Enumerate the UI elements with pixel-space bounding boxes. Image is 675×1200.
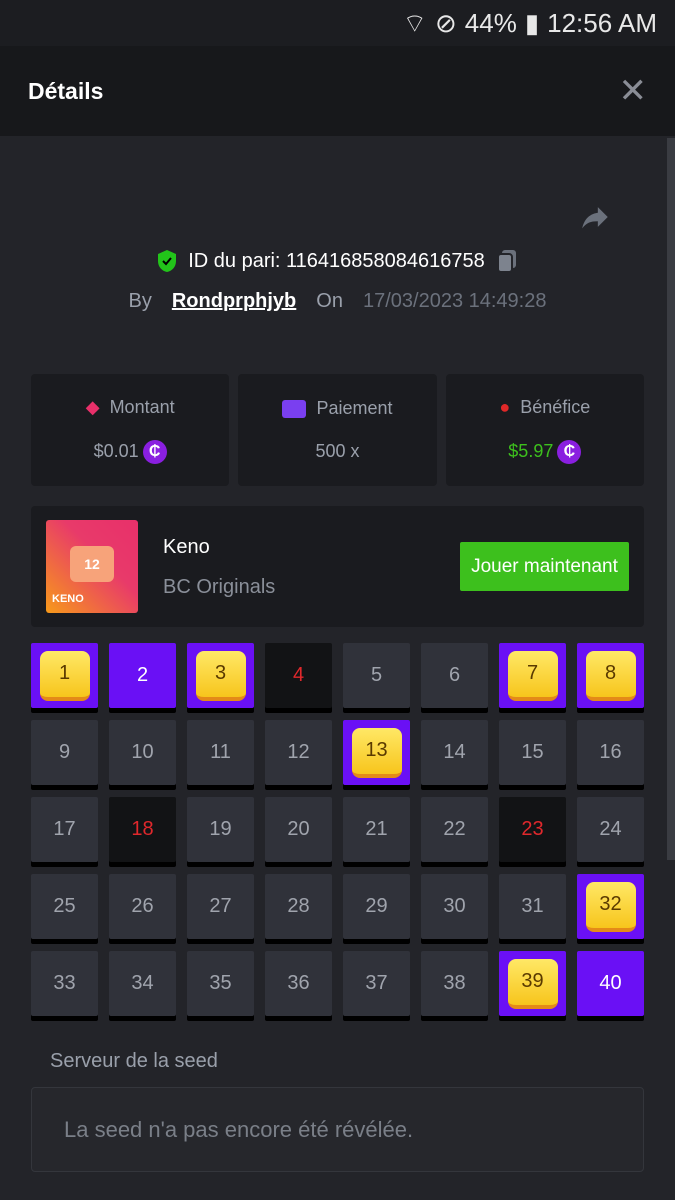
stat-value: 500 x: [315, 441, 360, 461]
keno-tile[interactable]: 36: [265, 951, 332, 1016]
stat-amount: ◆ Montant $0.01 ₵: [31, 374, 230, 486]
copy-icon[interactable]: [495, 248, 519, 274]
seed-value: La seed n'a pas encore été révélée.: [64, 1116, 414, 1142]
keno-tile[interactable]: 12: [265, 720, 332, 785]
keno-tile[interactable]: 28: [265, 874, 332, 939]
keno-tile[interactable]: 26: [109, 874, 176, 939]
stats-row: ◆ Montant $0.01 ₵ Paiement 500 x ● Bénéfice…: [31, 374, 644, 486]
gem-icon: 8: [585, 650, 636, 701]
gem-icon: 1: [39, 650, 90, 701]
profit-hand-icon: ●: [499, 396, 511, 417]
stat-value: $0.01: [93, 441, 139, 461]
keno-tile[interactable]: 13: [343, 720, 410, 785]
keno-tile[interactable]: 14: [421, 720, 488, 785]
coin-icon: ₵: [557, 439, 582, 464]
keno-tile[interactable]: 23: [499, 797, 566, 862]
gem-icon: 3: [195, 650, 246, 701]
gem-icon: 7: [507, 650, 558, 701]
seed-label: Serveur de la seed: [50, 1050, 218, 1072]
bet-id-line: ID du pari: 116416858084616758: [0, 248, 675, 274]
thumb-label: KENO: [52, 593, 84, 605]
do-not-disturb-icon: ⊘: [434, 7, 457, 38]
keno-tile[interactable]: 40: [577, 951, 644, 1016]
keno-tile[interactable]: 4: [265, 643, 332, 708]
stat-label: Bénéfice: [520, 396, 591, 417]
keno-tile[interactable]: 34: [109, 951, 176, 1016]
keno-tile[interactable]: 25: [31, 874, 98, 939]
scrollbar[interactable]: [667, 138, 675, 860]
thumb-gem: 12: [70, 546, 114, 582]
keno-tile[interactable]: 38: [421, 951, 488, 1016]
game-provider: BC Originals: [163, 576, 276, 598]
user-link[interactable]: Rondprphjyb: [171, 290, 297, 312]
page-title: Détails: [28, 77, 104, 104]
bet-byline: By Rondprphjyb On 17/03/2023 14:49:28: [0, 290, 675, 313]
status-bar: ⌔ ⊘ 44% ▮ 12:56 AM: [0, 0, 675, 46]
stat-value: $5.97: [508, 441, 554, 461]
keno-tile[interactable]: 39: [499, 951, 566, 1016]
keno-tile[interactable]: 21: [343, 797, 410, 862]
by-label: By: [128, 290, 152, 312]
keno-tile[interactable]: 8: [577, 643, 644, 708]
keno-tile[interactable]: 16: [577, 720, 644, 785]
keno-tile[interactable]: 29: [343, 874, 410, 939]
gem-icon: 32: [585, 881, 636, 932]
game-card: 12 KENO Keno BC Originals Jouer maintena…: [31, 506, 644, 627]
keno-tile[interactable]: 31: [499, 874, 566, 939]
stat-label: Montant: [109, 396, 175, 417]
game-thumbnail[interactable]: 12 KENO: [46, 520, 138, 613]
keno-tile[interactable]: 9: [31, 720, 98, 785]
keno-tile[interactable]: 24: [577, 797, 644, 862]
stat-profit: ● Bénéfice $5.97 ₵: [445, 374, 644, 486]
keno-tile[interactable]: 27: [187, 874, 254, 939]
keno-tile[interactable]: 7: [499, 643, 566, 708]
keno-tile[interactable]: 37: [343, 951, 410, 1016]
keno-tile[interactable]: 30: [421, 874, 488, 939]
keno-tile[interactable]: 17: [31, 797, 98, 862]
keno-tile[interactable]: 1: [31, 643, 98, 708]
keno-board: 1 2 3 4 5 6 7 8 9 10 11 12 13 14 15 16 17 18 19 20 21 22 23 24 2…: [31, 643, 645, 1016]
card-icon: [282, 399, 307, 418]
keno-tile[interactable]: 18: [109, 797, 176, 862]
keno-tile[interactable]: 10: [109, 720, 176, 785]
seed-field[interactable]: La seed n'a pas encore été révélée.: [31, 1087, 644, 1172]
stat-label: Paiement: [316, 398, 393, 418]
gem-icon: 39: [507, 958, 558, 1009]
keno-tile[interactable]: 15: [499, 720, 566, 785]
battery-percent: 44%: [464, 7, 517, 38]
close-icon[interactable]: ✕: [618, 72, 648, 110]
coin-icon: ₵: [142, 439, 167, 464]
keno-tile[interactable]: 2: [109, 643, 176, 708]
battery-icon: ▮: [524, 7, 540, 38]
wifi-icon: ⌔: [402, 7, 427, 38]
gem-icon: 13: [351, 727, 402, 778]
verified-shield-icon: [158, 250, 177, 272]
on-label: On: [316, 290, 343, 312]
keno-tile[interactable]: 3: [187, 643, 254, 708]
header: Détails ✕: [0, 46, 675, 136]
keno-tile[interactable]: 11: [187, 720, 254, 785]
clock: 12:56 AM: [547, 7, 657, 38]
bet-id: ID du pari: 116416858084616758: [188, 249, 485, 272]
amount-icon: ◆: [85, 396, 100, 417]
share-icon[interactable]: [578, 200, 612, 234]
play-now-button[interactable]: Jouer maintenant: [460, 542, 629, 591]
keno-tile[interactable]: 35: [187, 951, 254, 1016]
keno-tile[interactable]: 32: [577, 874, 644, 939]
bet-date: 17/03/2023 14:49:28: [362, 290, 547, 312]
keno-tile[interactable]: 5: [343, 643, 410, 708]
keno-tile[interactable]: 19: [187, 797, 254, 862]
keno-tile[interactable]: 6: [421, 643, 488, 708]
keno-tile[interactable]: 20: [265, 797, 332, 862]
stat-payout: Paiement 500 x: [238, 374, 437, 486]
game-name: Keno: [163, 536, 210, 558]
keno-tile[interactable]: 22: [421, 797, 488, 862]
keno-tile[interactable]: 33: [31, 951, 98, 1016]
